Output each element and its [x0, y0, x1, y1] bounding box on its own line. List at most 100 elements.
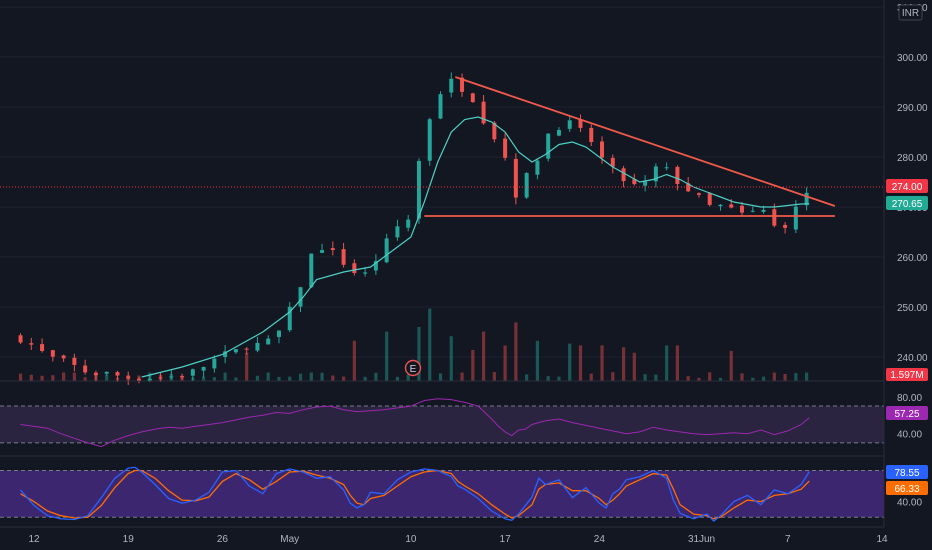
candle-body: [169, 376, 174, 378]
candle-body: [449, 78, 454, 93]
candle-body: [513, 158, 518, 198]
volume-bar: [708, 372, 712, 381]
time-tick-label: 7: [785, 534, 791, 545]
volume-bar: [417, 327, 421, 381]
rsi-level-lines: [0, 405, 884, 444]
volume-bar: [740, 373, 744, 381]
candle-body: [352, 263, 357, 274]
volume-bar: [72, 372, 76, 381]
candle-body: [72, 357, 77, 365]
volume-bar: [503, 345, 507, 381]
candle-body: [50, 350, 55, 357]
volume-bar: [18, 373, 23, 381]
earnings-marker[interactable]: E: [404, 359, 422, 377]
candlesticks: [18, 72, 809, 385]
candle-body: [621, 168, 626, 182]
candle-body: [158, 377, 163, 379]
volume-bar: [546, 376, 550, 381]
volume-bar: [514, 322, 518, 381]
volume-bar: [62, 372, 66, 381]
candle-body: [276, 330, 281, 337]
candle-body: [18, 335, 23, 343]
price-tick-label: 260.00: [897, 253, 928, 264]
candle-body: [546, 133, 551, 159]
volume-bar: [589, 373, 593, 381]
candle-body: [212, 358, 217, 369]
candle-body: [610, 157, 615, 167]
stoch-d-value-box: [886, 481, 928, 495]
volume-bar: [320, 372, 324, 381]
volume-value-label: 1.597M: [886, 368, 928, 381]
volume-bar: [481, 331, 486, 381]
volume-bar: [471, 350, 475, 381]
candle-body: [126, 376, 131, 379]
stoch-k-value-text: 78.55: [894, 468, 919, 479]
time-tick-label: 12: [28, 534, 40, 545]
rsi-value-label: 57.25: [886, 406, 928, 420]
volume-bar: [212, 377, 216, 381]
volume-bar: [277, 376, 281, 381]
volume-bar: [654, 374, 658, 381]
candle-body: [266, 338, 271, 345]
candle-body: [503, 138, 508, 158]
candle-body: [664, 167, 669, 169]
volume-bar: [643, 374, 647, 381]
volume-bar: [341, 376, 346, 381]
volume-bar: [428, 308, 432, 381]
candle-body: [309, 253, 314, 288]
stoch-k-line: [20, 466, 810, 522]
rsi-tick-label: 40.00: [897, 430, 922, 441]
candle-body: [567, 120, 572, 129]
stoch-k-value-box: [886, 465, 928, 479]
currency-label[interactable]: INR: [898, 4, 923, 21]
candle-body: [793, 206, 798, 230]
time-tick-label: May: [280, 534, 299, 545]
candle-body: [761, 209, 766, 212]
candle-body: [460, 77, 465, 92]
volume-bar: [568, 343, 572, 381]
candle-body: [61, 355, 66, 359]
volume-bar: [794, 373, 798, 381]
candle-body: [341, 249, 346, 265]
stoch-k-value-label: 78.55: [886, 465, 928, 479]
candle-body: [427, 119, 432, 161]
volume-bar: [783, 374, 787, 381]
volume-bar: [492, 372, 496, 381]
volume-bar: [385, 331, 389, 381]
volume-bar: [374, 372, 378, 381]
candle-body: [136, 378, 141, 381]
rsi-scale: 80.00 40.00: [897, 393, 922, 441]
candle-body: [190, 369, 195, 376]
time-tick-label: 24: [594, 534, 606, 545]
volume-bar: [234, 377, 238, 381]
candle-body: [201, 367, 206, 371]
time-axis[interactable]: 12 19 26 May 10 17 24 31 Jun 7 14: [28, 534, 888, 545]
volume-bar: [298, 373, 303, 381]
volume-bar: [352, 340, 356, 381]
volume-bar: [406, 374, 410, 381]
volume-bar: [309, 372, 313, 381]
candle-body: [255, 342, 260, 351]
volume-bar: [557, 376, 561, 381]
volume-bar: [632, 352, 636, 381]
stoch-scale: 40.00: [897, 498, 922, 509]
stoch-tick-label: 40.00: [897, 498, 922, 509]
candle-body: [481, 101, 486, 124]
price-tick-label: 240.00: [897, 353, 928, 364]
candle-body: [675, 166, 680, 185]
time-tick-label: 17: [500, 534, 512, 545]
last-price-box: [886, 179, 928, 193]
volume-bar: [395, 376, 400, 381]
volume-bar: [535, 340, 540, 381]
volume-bar: [578, 345, 583, 381]
trendlines[interactable]: [424, 76, 836, 217]
candle-body: [707, 193, 712, 205]
time-tick-label: 14: [876, 534, 888, 545]
volume-bar: [449, 336, 453, 381]
ema-line: [141, 116, 810, 378]
stoch-level-lines: [0, 469, 884, 518]
volume-value-text: 1.597M: [890, 370, 923, 381]
candle-body: [29, 343, 34, 345]
volume-bar: [621, 347, 626, 381]
